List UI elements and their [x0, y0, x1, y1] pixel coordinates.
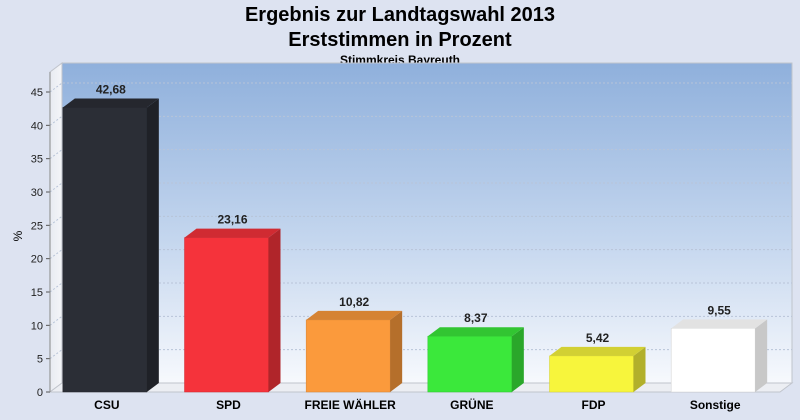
- y-tick-label: 30: [31, 187, 43, 199]
- bar-side: [511, 327, 524, 392]
- y-tick-label: 45: [31, 87, 43, 99]
- bar-front: [184, 237, 269, 393]
- bar-top: [184, 228, 281, 238]
- y-tick-label: 10: [31, 320, 43, 332]
- bar-value-label: 10,82: [339, 295, 369, 309]
- bar-top: [427, 327, 524, 337]
- bar-value-label: 42,68: [96, 82, 126, 96]
- bar: 42,68: [62, 82, 159, 393]
- grid-lines: [49, 82, 792, 360]
- x-tick-label: Sonstige: [690, 398, 741, 412]
- grid-line: [49, 215, 792, 226]
- bar: 5,42: [549, 331, 646, 393]
- y-tick-label: 15: [31, 287, 43, 299]
- y-tick-label: 20: [31, 254, 43, 266]
- x-tick-label: FDP: [582, 398, 606, 412]
- y-tick-label: 0: [37, 387, 43, 399]
- bar-value-label: 5,42: [586, 331, 610, 345]
- chart-title: Ergebnis zur Landtagswahl 2013: [244, 4, 556, 26]
- bar: 10,82: [305, 295, 403, 393]
- y-tick-label: 40: [31, 120, 43, 132]
- bars: 42,68 23,16 10,82 8,37 5,42 9,55: [62, 82, 768, 393]
- bar: 23,16: [184, 213, 281, 393]
- grid-line: [49, 249, 792, 260]
- grid-line: [49, 182, 792, 193]
- x-tick-label: FREIE WÄHLER: [304, 397, 396, 412]
- x-tick-label: CSU: [94, 398, 119, 412]
- x-axis-categories: CSU SPD FREIE WÄHLER GRÜNE FDP Sonstige: [94, 397, 741, 412]
- y-tick-label: 25: [31, 220, 43, 232]
- chart-subtitle: Erststimmen in Prozent: [288, 29, 512, 51]
- grid-line: [49, 315, 792, 326]
- x-tick-label: GRÜNE: [450, 397, 493, 412]
- bar-top: [306, 310, 403, 320]
- y-tick-label: 5: [37, 354, 43, 366]
- grid-line: [49, 149, 792, 160]
- bar-front: [549, 355, 634, 393]
- grid-line: [49, 282, 792, 293]
- bar-side: [755, 319, 768, 392]
- bar-side: [390, 310, 403, 392]
- bar-front: [62, 107, 148, 393]
- bar-side: [146, 98, 159, 392]
- bar: 8,37: [427, 311, 524, 393]
- bar-value-label: 8,37: [464, 311, 488, 325]
- y-tick-label: 35: [31, 154, 43, 166]
- side-wall: [49, 62, 63, 393]
- bar-side: [268, 228, 281, 392]
- bar-top: [62, 98, 159, 108]
- y-axis-ticks: 0 5 10 15 20 25 30 35 40 45: [31, 72, 51, 399]
- bar-value-label: 23,16: [217, 213, 247, 227]
- bar-side: [633, 346, 646, 392]
- bar-top: [549, 346, 646, 356]
- bar: 9,55: [670, 303, 768, 393]
- bar-top: [671, 319, 768, 329]
- bar-front: [305, 319, 391, 393]
- bar-front: [427, 335, 513, 393]
- bar-front: [670, 328, 756, 393]
- grid-line: [49, 115, 792, 126]
- bar-value-label: 9,55: [707, 303, 731, 317]
- grid-line: [49, 349, 792, 360]
- y-axis-label: %: [11, 230, 25, 241]
- grid-line: [49, 82, 792, 93]
- x-tick-label: SPD: [216, 398, 241, 412]
